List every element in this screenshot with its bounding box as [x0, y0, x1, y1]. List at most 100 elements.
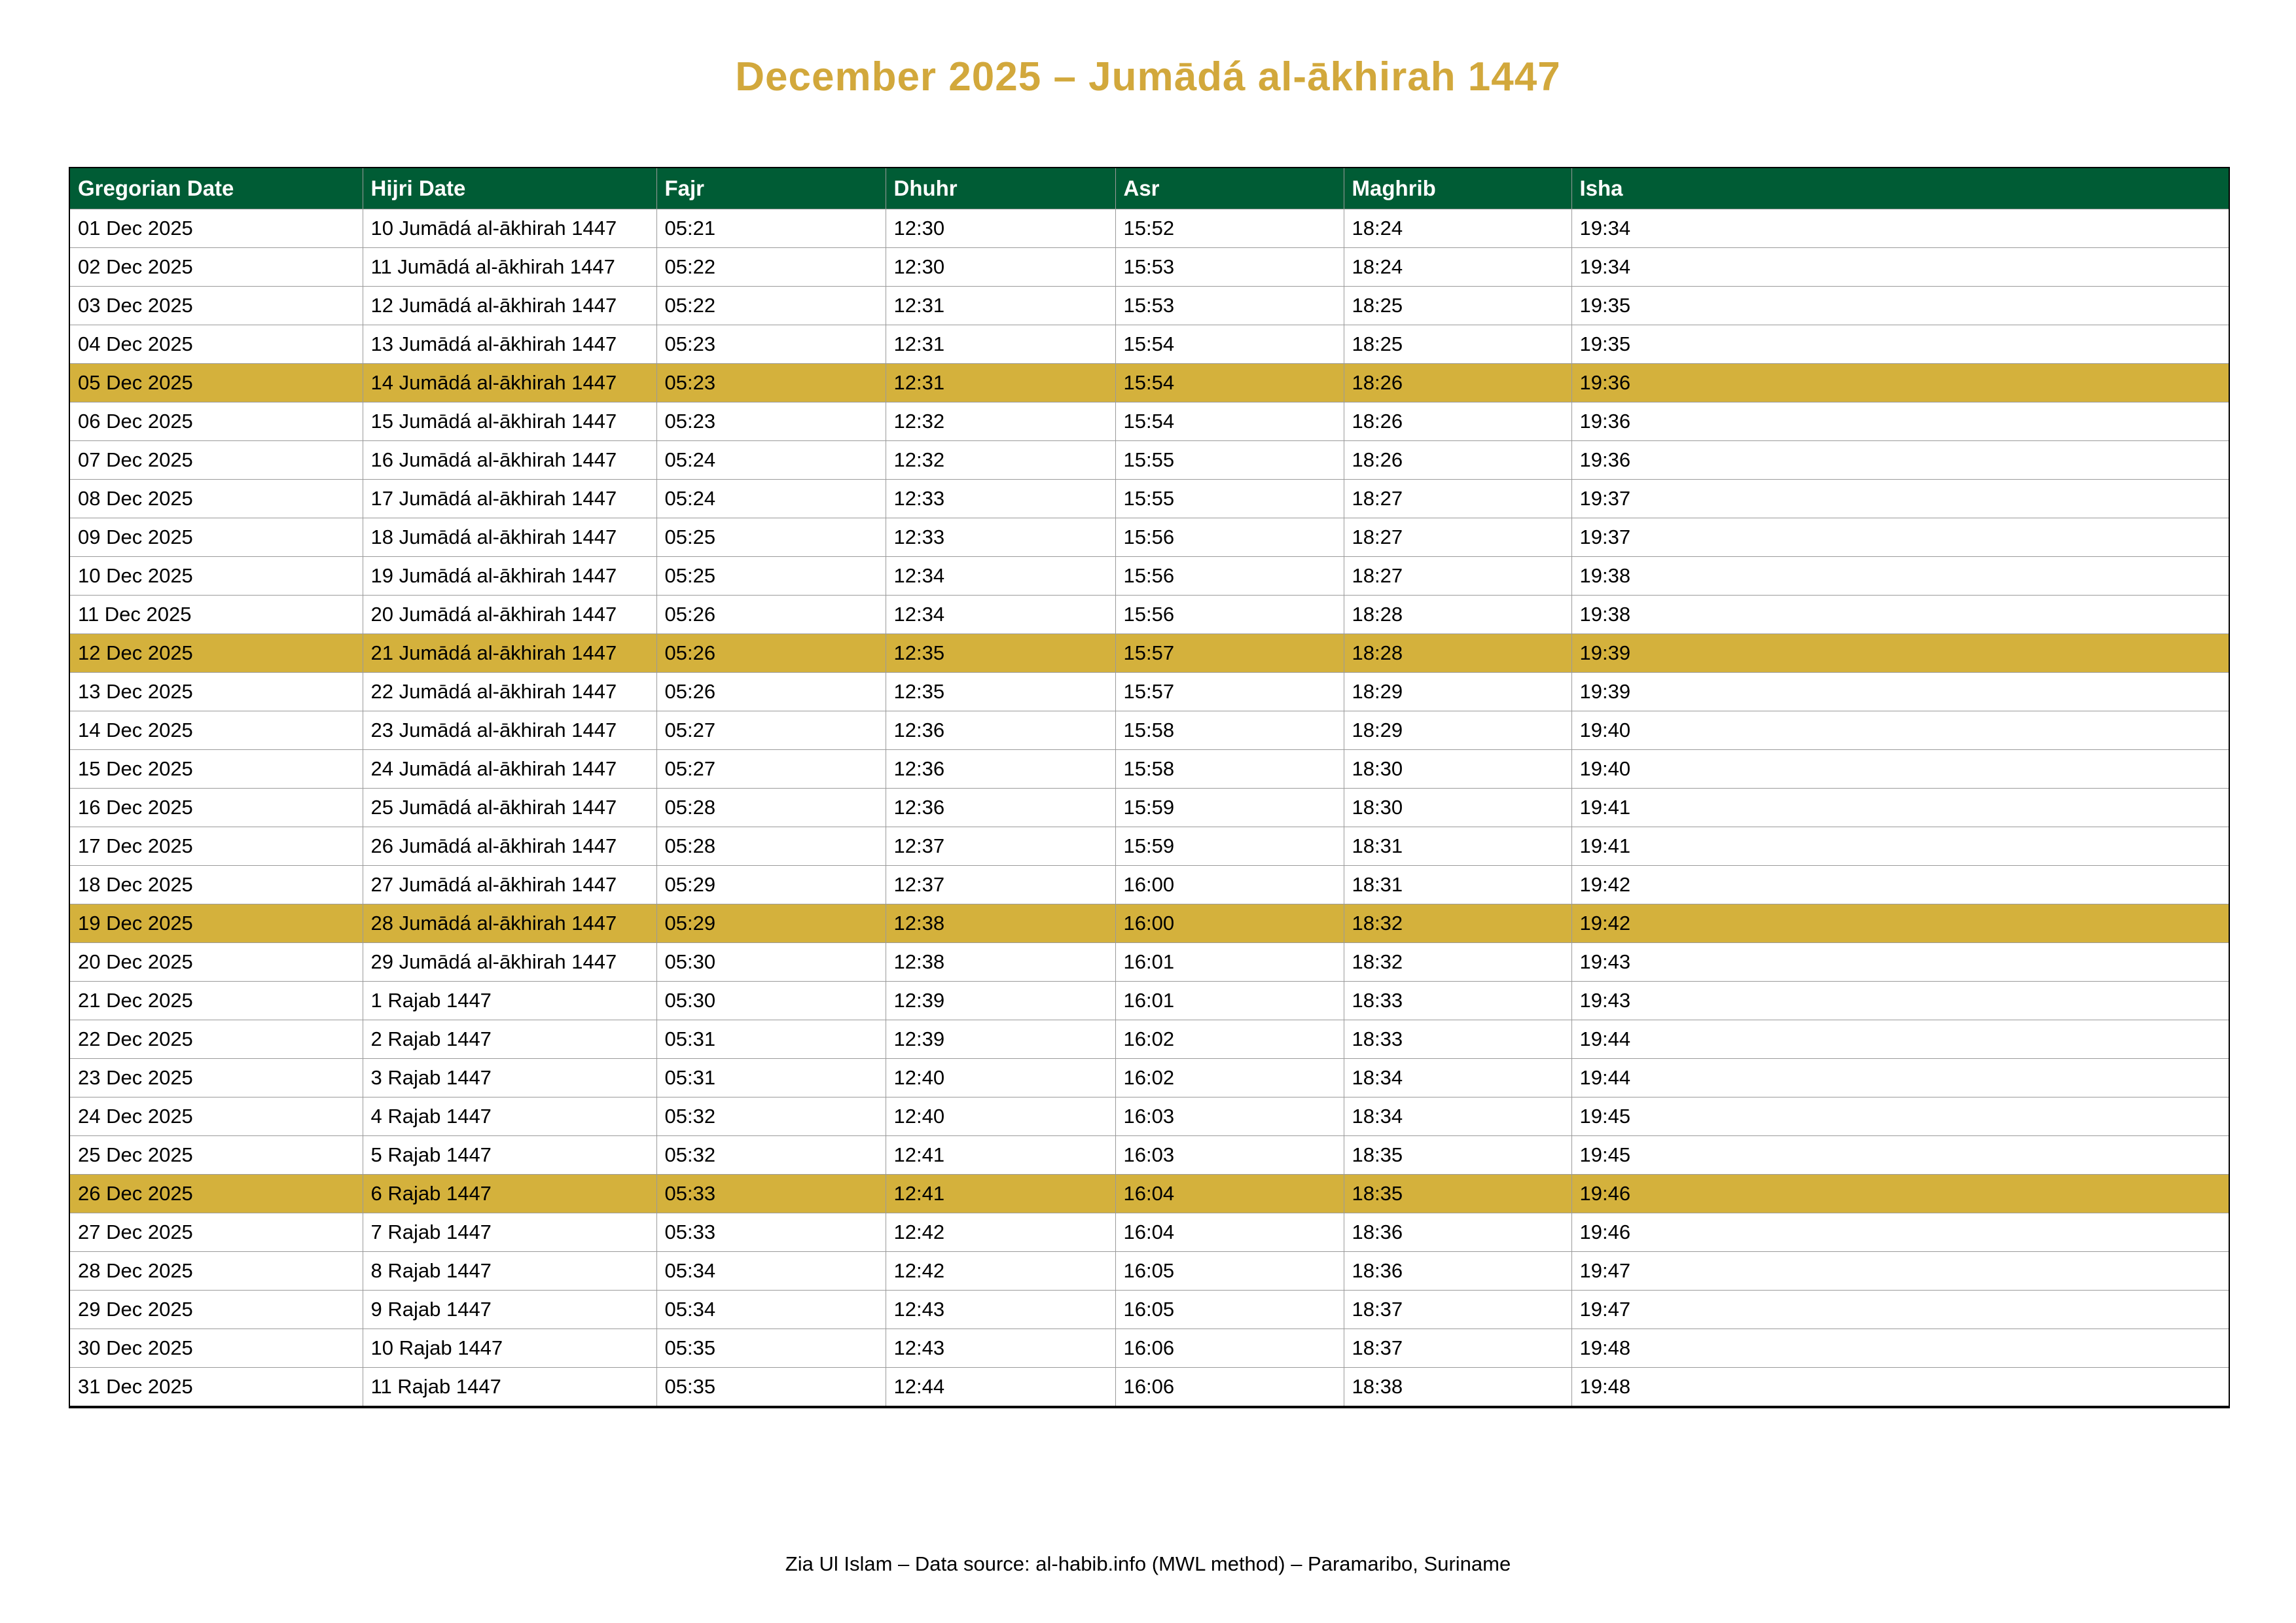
- cell-asr: 15:57: [1115, 672, 1344, 711]
- cell-asr: 15:59: [1115, 827, 1344, 866]
- cell-isha: 19:35: [1571, 325, 2230, 364]
- table-row: 29 Dec 2025 9 Rajab 1447 05:34 12:43 16:05 18…: [69, 1290, 2230, 1329]
- cell-fajr: 05:29: [656, 904, 886, 943]
- cell-isha: 19:42: [1571, 865, 2230, 904]
- cell-asr: 16:03: [1115, 1097, 1344, 1136]
- table-row: 09 Dec 2025 18 Jumādá al-ākhirah 1447 05:2…: [69, 518, 2230, 557]
- cell-fajr: 05:34: [656, 1290, 886, 1329]
- cell-isha: 19:42: [1571, 904, 2230, 943]
- cell-dhuhr: 12:31: [885, 286, 1116, 325]
- cell-fajr: 05:31: [656, 1020, 886, 1059]
- cell-isha: 19:34: [1571, 247, 2230, 287]
- cell-isha: 19:44: [1571, 1020, 2230, 1059]
- cell-gregorian: 25 Dec 2025: [69, 1135, 363, 1175]
- table-row: 25 Dec 2025 5 Rajab 1447 05:32 12:41 16:03 18…: [69, 1135, 2230, 1175]
- cell-maghrib: 18:32: [1343, 942, 1572, 982]
- cell-isha: 19:36: [1571, 440, 2230, 480]
- cell-fajr: 05:25: [656, 518, 886, 557]
- cell-isha: 19:36: [1571, 363, 2230, 402]
- cell-dhuhr: 12:31: [885, 363, 1116, 402]
- table-row: 30 Dec 2025 10 Rajab 1447 05:35 12:43 16:06 1…: [69, 1329, 2230, 1368]
- cell-maghrib: 18:32: [1343, 904, 1572, 943]
- cell-asr: 15:59: [1115, 788, 1344, 827]
- cell-dhuhr: 12:39: [885, 981, 1116, 1020]
- cell-fajr: 05:34: [656, 1251, 886, 1291]
- cell-asr: 16:00: [1115, 865, 1344, 904]
- table-row: 26 Dec 2025 6 Rajab 1447 05:33 12:41 16:04 18…: [69, 1174, 2230, 1213]
- cell-fajr: 05:33: [656, 1174, 886, 1213]
- cell-hijri: 27 Jumādá al-ākhirah 1447: [362, 865, 657, 904]
- cell-isha: 19:41: [1571, 827, 2230, 866]
- cell-maghrib: 18:26: [1343, 440, 1572, 480]
- cell-fajr: 05:22: [656, 247, 886, 287]
- cell-gregorian: 12 Dec 2025: [69, 633, 363, 673]
- cell-gregorian: 05 Dec 2025: [69, 363, 363, 402]
- cell-isha: 19:46: [1571, 1174, 2230, 1213]
- cell-dhuhr: 12:42: [885, 1251, 1116, 1291]
- cell-hijri: 21 Jumādá al-ākhirah 1447: [362, 633, 657, 673]
- cell-fajr: 05:23: [656, 325, 886, 364]
- cell-isha: 19:36: [1571, 402, 2230, 441]
- cell-asr: 15:58: [1115, 711, 1344, 750]
- cell-maghrib: 18:29: [1343, 711, 1572, 750]
- cell-gregorian: 16 Dec 2025: [69, 788, 363, 827]
- cell-dhuhr: 12:36: [885, 788, 1116, 827]
- cell-gregorian: 18 Dec 2025: [69, 865, 363, 904]
- cell-asr: 15:54: [1115, 363, 1344, 402]
- cell-gregorian: 01 Dec 2025: [69, 209, 363, 248]
- cell-fajr: 05:32: [656, 1135, 886, 1175]
- cell-hijri: 20 Jumādá al-ākhirah 1447: [362, 595, 657, 634]
- cell-fajr: 05:23: [656, 402, 886, 441]
- cell-asr: 15:53: [1115, 286, 1344, 325]
- cell-hijri: 7 Rajab 1447: [362, 1213, 657, 1252]
- cell-hijri: 29 Jumādá al-ākhirah 1447: [362, 942, 657, 982]
- cell-maghrib: 18:34: [1343, 1058, 1572, 1097]
- cell-dhuhr: 12:39: [885, 1020, 1116, 1059]
- cell-fajr: 05:22: [656, 286, 886, 325]
- cell-asr: 15:54: [1115, 325, 1344, 364]
- cell-fajr: 05:30: [656, 981, 886, 1020]
- cell-hijri: 9 Rajab 1447: [362, 1290, 657, 1329]
- table-row: 03 Dec 2025 12 Jumādá al-ākhirah 1447 05:2…: [69, 286, 2230, 325]
- cell-maghrib: 18:28: [1343, 595, 1572, 634]
- cell-isha: 19:37: [1571, 479, 2230, 518]
- cell-gregorian: 03 Dec 2025: [69, 286, 363, 325]
- cell-hijri: 12 Jumādá al-ākhirah 1447: [362, 286, 657, 325]
- prayer-times-table: Gregorian Date Hijri Date Fajr Dhuhr Asr Magh…: [69, 167, 2230, 1408]
- cell-fajr: 05:23: [656, 363, 886, 402]
- cell-isha: 19:39: [1571, 672, 2230, 711]
- cell-isha: 19:34: [1571, 209, 2230, 248]
- cell-dhuhr: 12:33: [885, 518, 1116, 557]
- cell-fajr: 05:27: [656, 749, 886, 789]
- cell-dhuhr: 12:38: [885, 942, 1116, 982]
- cell-isha: 19:47: [1571, 1290, 2230, 1329]
- cell-gregorian: 02 Dec 2025: [69, 247, 363, 287]
- cell-isha: 19:41: [1571, 788, 2230, 827]
- cell-isha: 19:48: [1571, 1329, 2230, 1368]
- table-body: 01 Dec 2025 10 Jumādá al-ākhirah 1447 05:2…: [69, 209, 2230, 1408]
- cell-maghrib: 18:38: [1343, 1367, 1572, 1408]
- cell-asr: 16:06: [1115, 1329, 1344, 1368]
- cell-fajr: 05:21: [656, 209, 886, 248]
- cell-hijri: 25 Jumādá al-ākhirah 1447: [362, 788, 657, 827]
- cell-isha: 19:38: [1571, 556, 2230, 596]
- cell-maghrib: 18:35: [1343, 1135, 1572, 1175]
- cell-maghrib: 18:35: [1343, 1174, 1572, 1213]
- table-row: 05 Dec 2025 14 Jumādá al-ākhirah 1447 05:2…: [69, 363, 2230, 402]
- cell-hijri: 10 Rajab 1447: [362, 1329, 657, 1368]
- cell-isha: 19:45: [1571, 1097, 2230, 1136]
- cell-asr: 16:02: [1115, 1058, 1344, 1097]
- table-row: 08 Dec 2025 17 Jumādá al-ākhirah 1447 05:2…: [69, 479, 2230, 518]
- cell-gregorian: 31 Dec 2025: [69, 1367, 363, 1408]
- cell-hijri: 22 Jumādá al-ākhirah 1447: [362, 672, 657, 711]
- cell-asr: 15:57: [1115, 633, 1344, 673]
- cell-dhuhr: 12:31: [885, 325, 1116, 364]
- cell-isha: 19:44: [1571, 1058, 2230, 1097]
- cell-dhuhr: 12:36: [885, 749, 1116, 789]
- cell-maghrib: 18:28: [1343, 633, 1572, 673]
- cell-dhuhr: 12:43: [885, 1290, 1116, 1329]
- cell-maghrib: 18:27: [1343, 518, 1572, 557]
- cell-maghrib: 18:24: [1343, 209, 1572, 248]
- cell-dhuhr: 12:40: [885, 1058, 1116, 1097]
- table-row: 16 Dec 2025 25 Jumādá al-ākhirah 1447 05:2…: [69, 788, 2230, 827]
